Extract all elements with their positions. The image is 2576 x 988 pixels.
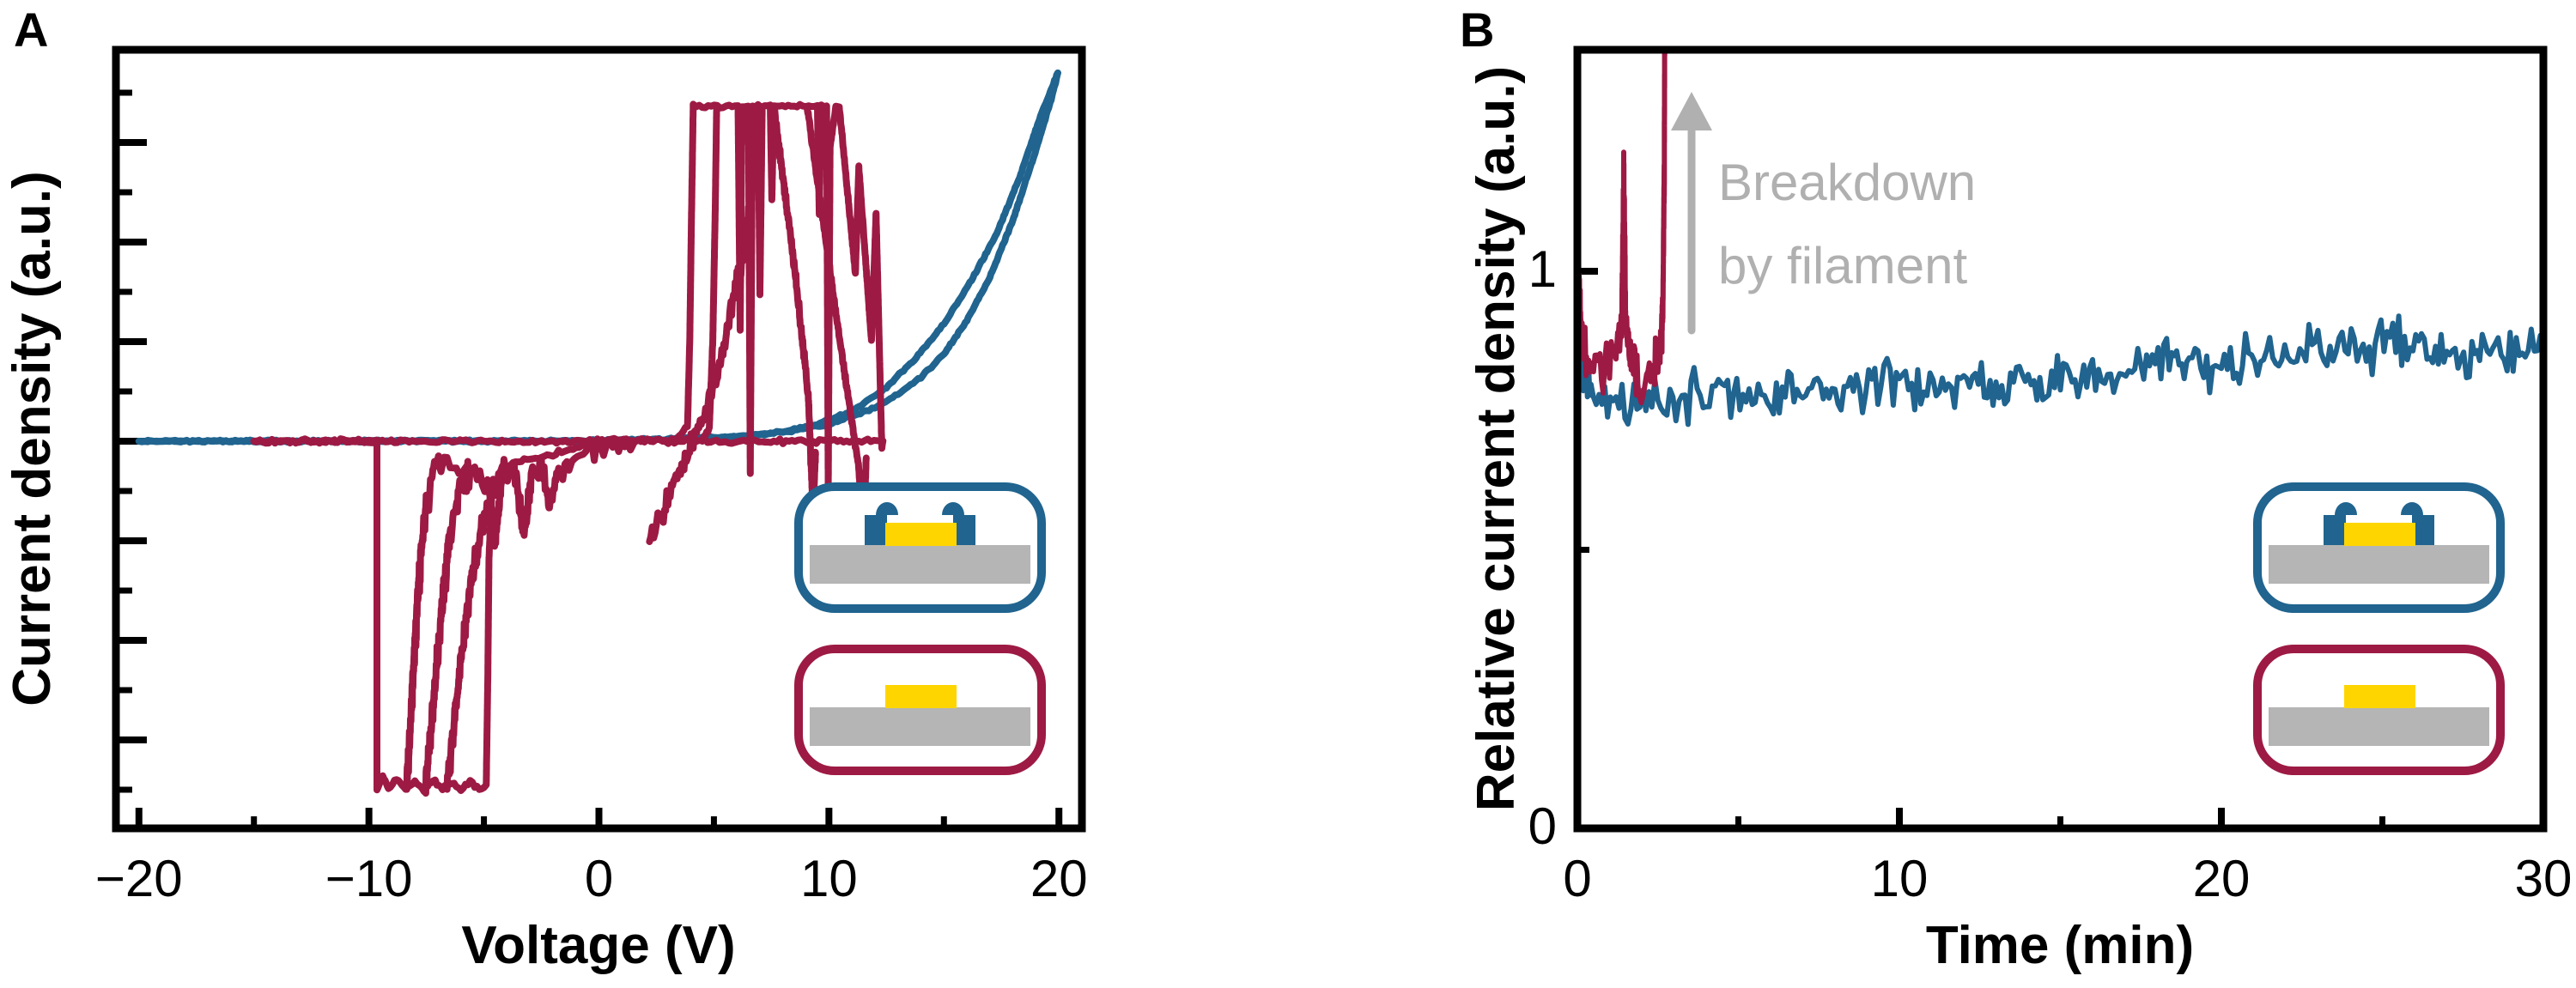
series-plain-device-recovery3 [443, 456, 509, 793]
x-tick-label: 10 [1871, 850, 1929, 907]
inset-contact-right [2412, 515, 2434, 545]
inset-substrate [810, 707, 1030, 746]
inset-substrate [810, 545, 1030, 584]
panel-b-series [1577, 50, 2543, 427]
panel-b-letter: B [1460, 3, 1494, 57]
panel-b-tick-labels: 0 10 20 30 0 1 [1528, 240, 2573, 907]
inset-contact-left [2324, 515, 2346, 545]
breakdown-annotation-line1: Breakdown [1718, 154, 1976, 211]
panel-b-y-axis-title: Relative current density (a.u.) [1467, 66, 1526, 811]
panel-a-insets [794, 482, 1046, 775]
x-tick-label: 30 [2515, 850, 2573, 907]
x-tick-label: 20 [2193, 850, 2251, 907]
inset-contact-dome-left [2335, 502, 2357, 515]
series-plain-device-noisy-band [434, 435, 637, 550]
y-tick-label: 0 [1528, 797, 1557, 855]
inset-contact-dome-right [942, 502, 964, 515]
panel-a-y-axis-title: Current density (a.u.) [3, 171, 62, 706]
series-plain-device-set-steep2 [699, 103, 720, 445]
series-patterned-device-iv-forward [135, 70, 1061, 446]
panel-b-insets [2253, 482, 2505, 775]
inset-device-plain [794, 645, 1046, 775]
breakdown-annotation-line2: by filament [1718, 237, 1967, 294]
series-plain-device-recovery2 [422, 458, 474, 797]
inset-contact-left [865, 515, 887, 545]
panel-a-letter: A [14, 3, 48, 57]
inset-contact-dome-left [876, 502, 898, 515]
panel-a-x-axis-title: Voltage (V) [461, 916, 735, 975]
x-tick-label: 0 [1563, 850, 1591, 907]
series-plain-device-reset-diag1 [770, 103, 819, 510]
series-plain-device-breakdown-trace [1577, 50, 1668, 406]
inset-substrate [2269, 545, 2489, 584]
series-patterned-device-stability [1577, 269, 2543, 427]
series-patterned-device-iv-return [135, 70, 1061, 446]
panel-a-tick-labels: −20 −10 0 10 20 [95, 850, 1088, 907]
x-tick-label: 20 [1030, 850, 1088, 907]
inset-contact-dome-right [2401, 502, 2423, 515]
x-tick-label: 10 [800, 850, 858, 907]
inset-gold-layer [2344, 523, 2415, 546]
inset-gold-layer [885, 523, 957, 546]
x-tick-label: 0 [585, 850, 613, 907]
inset-device-with-top-contacts [794, 482, 1046, 613]
panel-a-frame [112, 45, 1086, 833]
inset-gold-layer [2344, 685, 2415, 708]
series-plain-device-recovery1 [403, 452, 447, 793]
axes-frames [112, 45, 2548, 833]
breakdown-annotation: Breakdown by filament [1671, 92, 1976, 335]
x-tick-label: −10 [325, 850, 413, 907]
inset-contact-right [953, 515, 975, 545]
x-tick-label: −20 [95, 850, 183, 907]
inset-device-plain [2253, 645, 2505, 775]
series-plain-device-set-transition [646, 103, 765, 545]
panel-b-x-axis-title: Time (min) [1926, 916, 2194, 975]
inset-substrate [2269, 707, 2489, 746]
y-tick-label: 1 [1528, 240, 1557, 298]
panel-b-frame [1573, 45, 2548, 833]
breakdown-arrow-head-icon [1671, 92, 1712, 130]
inset-gold-layer [885, 685, 957, 708]
inset-device-with-top-contacts [2253, 482, 2505, 613]
